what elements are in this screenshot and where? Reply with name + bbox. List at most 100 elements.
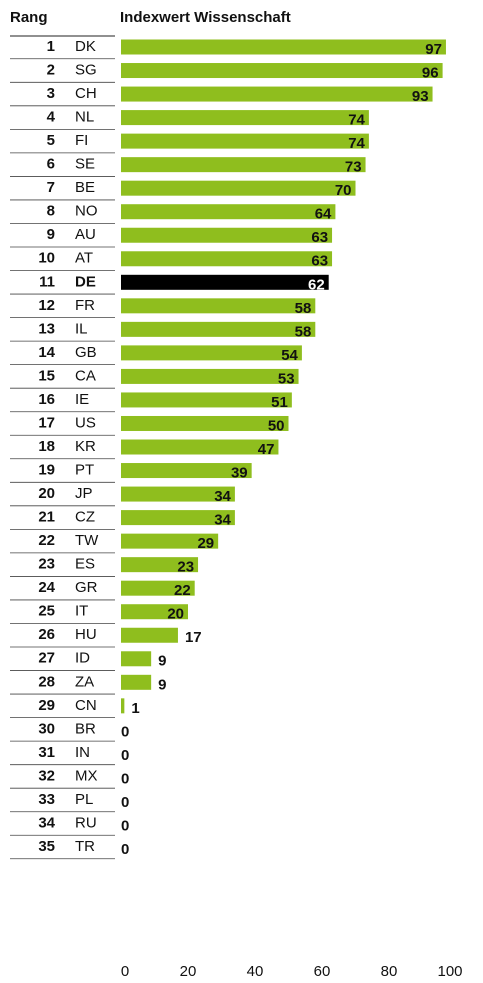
rank: 27 (38, 650, 55, 667)
value-label: 0 (121, 817, 129, 834)
rank: 20 (38, 485, 55, 502)
bar (121, 86, 433, 102)
rank: 12 (38, 297, 55, 314)
bar (121, 533, 219, 549)
country-label: PT (75, 462, 94, 479)
country-label: IN (75, 744, 90, 761)
chart-title: Indexwert Wissenschaft (120, 9, 291, 26)
country-label: ES (75, 556, 95, 573)
value-label: 0 (121, 747, 129, 764)
rank: 14 (38, 344, 55, 361)
value-label: 29 (197, 535, 214, 552)
bar (121, 157, 366, 173)
country-label: AU (75, 226, 96, 243)
country-label: TR (75, 838, 95, 855)
rank: 17 (38, 414, 55, 431)
rank: 25 (38, 603, 55, 620)
country-label: US (75, 414, 96, 431)
country-label: NO (75, 203, 98, 220)
bar (121, 463, 252, 479)
country-label: CA (75, 367, 96, 384)
value-label: 9 (158, 676, 166, 693)
rank: 4 (47, 109, 56, 126)
value-label: 58 (295, 323, 312, 340)
country-label: FI (75, 132, 88, 149)
value-label: 51 (271, 394, 288, 411)
rank: 32 (38, 767, 55, 784)
value-label: 0 (121, 794, 129, 811)
bar (121, 415, 289, 431)
rank: 13 (38, 320, 55, 337)
rank: 24 (38, 579, 55, 596)
bar (121, 133, 369, 149)
rank: 11 (39, 273, 55, 290)
bar (121, 674, 152, 690)
country-label: TW (75, 532, 99, 549)
rank: 10 (38, 250, 55, 267)
x-tick-label: 60 (314, 963, 331, 980)
rank: 35 (38, 838, 55, 855)
country-label: CN (75, 697, 97, 714)
value-label: 1 (131, 700, 139, 717)
bar (121, 627, 178, 643)
country-label: CZ (75, 509, 95, 526)
bar (121, 180, 356, 196)
value-label: 74 (348, 135, 365, 152)
rank: 26 (38, 626, 55, 643)
country-label: IT (75, 603, 88, 620)
rank: 30 (38, 720, 55, 737)
x-tick-label: 20 (180, 963, 197, 980)
rank: 28 (38, 673, 55, 690)
rank: 6 (47, 156, 55, 173)
value-label: 63 (311, 253, 328, 270)
bar (121, 486, 235, 502)
value-label: 73 (345, 159, 362, 176)
value-label: 97 (425, 41, 442, 58)
bar (121, 510, 235, 526)
country-label: JP (75, 485, 93, 502)
bar (121, 368, 299, 384)
country-label: NL (75, 109, 94, 126)
country-label: HU (75, 626, 97, 643)
x-tick-label: 80 (381, 963, 398, 980)
value-label: 50 (268, 417, 285, 434)
bar (121, 274, 329, 290)
country-label: CH (75, 85, 97, 102)
country-label: BR (75, 720, 96, 737)
value-label: 34 (214, 488, 231, 505)
value-label: 53 (278, 370, 295, 387)
rank: 15 (38, 367, 55, 384)
rank: 21 (38, 509, 55, 526)
rank: 34 (38, 814, 55, 831)
value-label: 47 (258, 441, 275, 458)
value-label: 62 (308, 276, 325, 293)
value-label: 96 (422, 64, 439, 81)
value-label: 93 (412, 88, 429, 105)
rank: 5 (47, 132, 55, 149)
bar (121, 698, 125, 714)
bar (121, 439, 279, 455)
country-label: KR (75, 438, 96, 455)
country-label: IL (75, 320, 88, 337)
value-label: 0 (121, 770, 129, 787)
bar (121, 298, 316, 314)
value-label: 0 (121, 723, 129, 740)
country-label: GR (75, 579, 98, 596)
bar (121, 110, 369, 126)
x-tick-label: 40 (247, 963, 264, 980)
bar (121, 251, 333, 267)
country-label: PL (75, 791, 93, 808)
country-label: DK (75, 38, 96, 55)
x-tick-label: 0 (121, 963, 129, 980)
country-label: SE (75, 156, 95, 173)
country-label: RU (75, 814, 97, 831)
rank-header: Rang (10, 9, 48, 26)
rank: 33 (38, 791, 55, 808)
bar (121, 227, 333, 243)
rank: 16 (38, 391, 55, 408)
value-label: 23 (177, 559, 194, 576)
bar (121, 651, 152, 667)
value-label: 54 (281, 347, 298, 364)
rank: 18 (38, 438, 55, 455)
